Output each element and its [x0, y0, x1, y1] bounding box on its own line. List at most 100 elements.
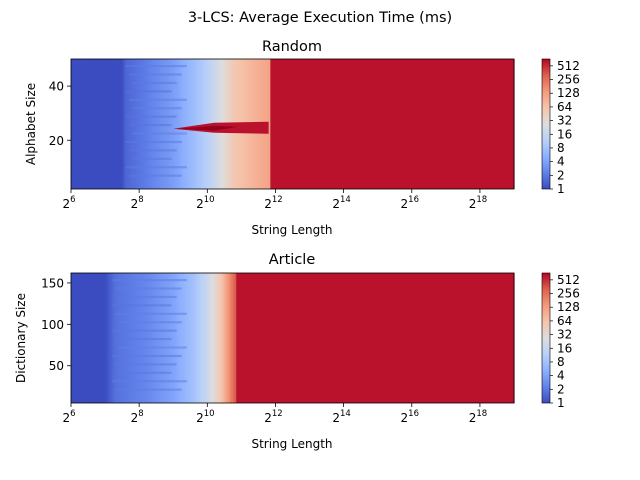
heat-cell [440, 59, 444, 189]
heat-cell [125, 115, 177, 118]
heat-cell [507, 59, 510, 189]
heat-cell [427, 59, 430, 189]
heat-cell [445, 273, 449, 403]
heat-cell [294, 59, 297, 189]
heat-cell [456, 59, 459, 189]
heat-cell [273, 273, 277, 403]
heat-cell [357, 59, 360, 189]
heat-cell [323, 273, 326, 403]
colorbar-tick-label: 512 [557, 273, 580, 287]
heat-cell [125, 90, 172, 93]
colorbar-gradient [541, 58, 551, 190]
heat-cell [410, 59, 413, 189]
heat-cell [416, 59, 420, 189]
heat-cell [508, 59, 512, 189]
heat-cell [343, 273, 346, 403]
heat-cell [295, 273, 299, 403]
heat-cell [343, 59, 346, 189]
heat-cell [442, 59, 445, 189]
heat-cell [263, 273, 266, 403]
y-tick-label: 20 [49, 134, 64, 148]
heat-cell [278, 59, 282, 189]
heat-cell [508, 273, 512, 403]
heat-cell [324, 59, 328, 189]
heat-cell [190, 273, 193, 403]
heat-cell [115, 287, 182, 290]
heat-cell [374, 273, 377, 403]
heat-cell [505, 273, 508, 403]
heat-cell [331, 273, 334, 403]
heat-cell [466, 273, 469, 403]
heat-cell [237, 273, 241, 403]
heat-cell [435, 273, 438, 403]
heat-cell [81, 59, 84, 189]
heat-cell [352, 273, 355, 403]
heat-cell [248, 273, 251, 403]
heat-cell [372, 59, 375, 189]
heat-cell [115, 312, 187, 315]
x-tick-label: 212 [264, 409, 282, 425]
heat-cell [84, 59, 87, 189]
heat-cell [232, 273, 236, 403]
heat-cell [200, 273, 203, 403]
heat-cell [275, 59, 278, 189]
heat-cell [94, 273, 98, 403]
heat-cell [273, 59, 277, 189]
heat-cell [464, 273, 467, 403]
heat-cell [186, 273, 190, 403]
heat-cell [268, 273, 271, 403]
heat-cell [74, 273, 77, 403]
heat-cell [171, 273, 174, 403]
heat-cell [314, 59, 317, 189]
heat-cell [379, 59, 382, 189]
heat-cell [478, 273, 481, 403]
heat-cell [280, 59, 283, 189]
heat-cell [381, 273, 384, 403]
heat-cell [108, 273, 111, 403]
heat-cell [214, 273, 217, 403]
heat-cell [178, 59, 181, 189]
heat-cell [459, 273, 462, 403]
colorbar-tick-label: 1 [557, 396, 565, 410]
heat-cell [447, 273, 450, 403]
heat-cell [103, 273, 106, 403]
heat-cell [461, 273, 464, 403]
heat-cell [410, 273, 413, 403]
heat-cell [498, 273, 501, 403]
y-tick-label: 150 [41, 276, 64, 290]
heat-cell [384, 59, 387, 189]
heat-cell [393, 273, 396, 403]
heat-cell [99, 273, 103, 403]
heat-cell [345, 273, 348, 403]
heat-cell [461, 59, 464, 189]
heat-cell [433, 59, 437, 189]
x-tick-label: 26 [62, 409, 75, 425]
heat-cell [333, 273, 336, 403]
heat-cell [285, 59, 288, 189]
x-tick-label: 212 [264, 195, 282, 211]
heat-cell [222, 273, 225, 403]
y-tick-label: 100 [41, 318, 64, 332]
heat-cell [278, 273, 282, 403]
heat-cell [111, 279, 187, 282]
colorbar-tick-label: 8 [557, 355, 565, 369]
heat-cell [406, 59, 409, 189]
heat-cell [86, 273, 89, 403]
heat-cell [193, 59, 196, 189]
heat-cell [360, 59, 363, 189]
heat-cell [185, 59, 188, 189]
heat-cell [115, 338, 172, 341]
heat-cell [415, 273, 418, 403]
heat-cell [307, 273, 311, 403]
heat-cell [365, 59, 369, 189]
heat-cell [444, 273, 447, 403]
heat-cell [488, 273, 491, 403]
heat-cell [340, 59, 343, 189]
heat-cell [486, 273, 490, 403]
x-tick-label: 28 [131, 195, 144, 211]
heat-cell [246, 273, 249, 403]
heat-cell [490, 59, 493, 189]
heat-cell [473, 273, 476, 403]
